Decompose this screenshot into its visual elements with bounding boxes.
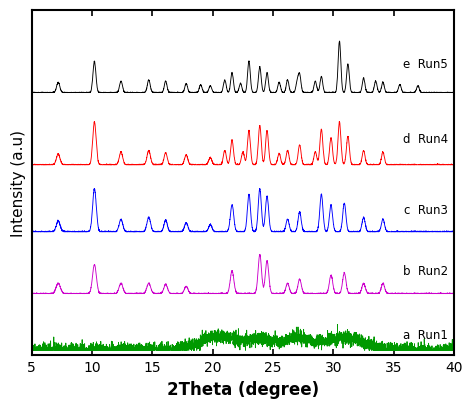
Text: d  Run4: d Run4 [403,133,448,146]
Text: a  Run1: a Run1 [403,328,448,342]
Text: b  Run2: b Run2 [403,265,448,278]
Text: c  Run3: c Run3 [404,203,448,216]
X-axis label: 2Theta (degree): 2Theta (degree) [167,380,319,398]
Y-axis label: Intensity (a.u): Intensity (a.u) [11,130,26,237]
Text: e  Run5: e Run5 [403,58,448,71]
